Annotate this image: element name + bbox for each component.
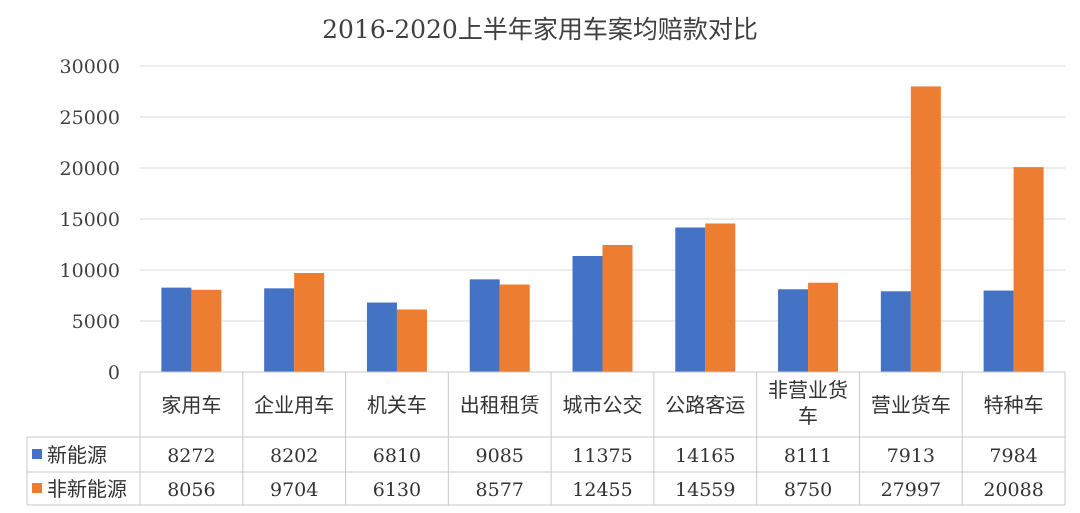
bar-non-new-energy [191, 289, 222, 372]
bar-new-energy [778, 289, 809, 372]
legend-swatch [32, 449, 42, 459]
data-table-value: 7913 [887, 445, 935, 467]
bar-new-energy [161, 287, 192, 372]
category-label: 营业货车 [871, 393, 951, 417]
category-label: 出租租赁 [460, 393, 540, 417]
data-table-value: 11375 [572, 445, 632, 467]
data-table-value: 8272 [167, 445, 215, 467]
bar-new-energy [572, 255, 603, 372]
data-table-value: 6810 [373, 445, 421, 467]
bar-non-new-energy [499, 284, 530, 372]
category-label: 特种车 [984, 393, 1044, 417]
data-table-value: 14559 [675, 479, 735, 501]
bars [161, 86, 1044, 372]
category-label: 家用车 [161, 393, 221, 417]
y-tick-label: 30000 [60, 56, 120, 78]
category-label: 非营业货车 [768, 378, 848, 428]
category-label: 企业用车 [254, 393, 334, 417]
legend-swatch [32, 483, 42, 493]
legend-label: 新能源 [47, 443, 107, 467]
data-table-value: 7984 [989, 445, 1037, 467]
category-label: 城市公交 [563, 393, 643, 417]
y-tick-label: 20000 [60, 158, 120, 180]
bar-non-new-energy [808, 282, 839, 372]
data-table-value: 6130 [373, 479, 421, 501]
y-tick-label: 15000 [60, 209, 120, 231]
bar-new-energy [880, 291, 911, 372]
bar-non-new-energy [705, 223, 736, 372]
y-axis-ticks: 0 5000 10000 15000 20000 25000 30000 [60, 56, 120, 384]
data-table-value: 27997 [881, 479, 941, 501]
legend-label: 非新能源 [47, 477, 127, 501]
category-label: 公路客运 [665, 393, 745, 417]
data-table-value: 9085 [476, 445, 524, 467]
data-table-value: 9704 [270, 479, 318, 501]
bar-new-energy [469, 279, 500, 372]
bar-non-new-energy [602, 244, 633, 372]
bar-non-new-energy [294, 273, 325, 372]
chart-title: 2016-2020上半年家用车案均赔款对比 [322, 15, 758, 44]
bar-non-new-energy [910, 86, 941, 372]
category-label: 机关车 [367, 393, 427, 417]
data-table-value: 8750 [784, 479, 832, 501]
data-table-value: 8577 [476, 479, 524, 501]
y-tick-label: 25000 [60, 107, 120, 129]
y-tick-label: 10000 [60, 260, 120, 282]
y-tick-label: 5000 [72, 311, 120, 333]
bar-new-energy [264, 288, 295, 372]
data-table-value: 12455 [572, 479, 632, 501]
data-table-value: 20088 [983, 479, 1043, 501]
data-table-value: 8111 [784, 445, 832, 467]
bar-non-new-energy [1013, 167, 1044, 372]
bar-new-energy [675, 227, 706, 372]
bar-non-new-energy [396, 309, 427, 372]
bar-new-energy [983, 290, 1014, 372]
y-tick-label: 0 [108, 362, 120, 384]
data-table-value: 14165 [675, 445, 735, 467]
bar-new-energy [366, 302, 397, 372]
data-table-value: 8202 [270, 445, 318, 467]
data-table-value: 8056 [167, 479, 215, 501]
